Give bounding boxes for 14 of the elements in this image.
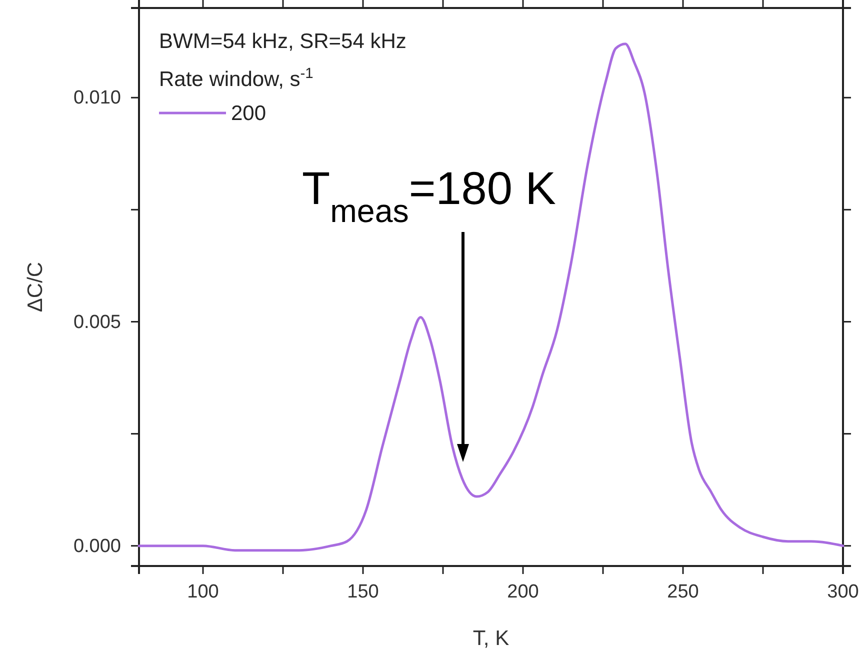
y-axis-title: ΔC/C: [24, 262, 47, 312]
legend-label: 200: [231, 102, 266, 125]
legend-title: Rate window, s$^{-1}$: [159, 66, 314, 91]
annotation: BWM=54 kHz, SR=54 kHz: [159, 30, 406, 53]
annotation: T$_{meas}$=180 K: [302, 162, 556, 229]
y-tick-label: 0.005: [73, 312, 121, 333]
x-tick-label: 150: [347, 581, 379, 602]
y-tick-label: 0.000: [73, 536, 121, 557]
x-axis-title: T, K: [472, 627, 510, 650]
x-tick-label: 200: [507, 581, 539, 602]
x-tick-label: 250: [667, 581, 699, 602]
y-tick-label: 0.010: [73, 88, 121, 109]
x-tick-label: 100: [187, 581, 219, 602]
x-tick-label: 300: [827, 581, 859, 602]
